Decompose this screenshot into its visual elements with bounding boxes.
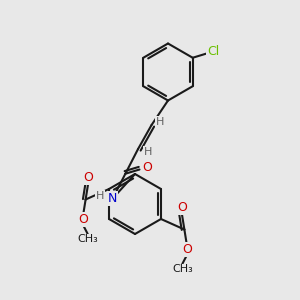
Text: O: O: [83, 171, 93, 184]
Text: H: H: [143, 146, 152, 157]
Text: O: O: [177, 201, 187, 214]
Text: Cl: Cl: [207, 45, 219, 58]
Text: O: O: [78, 213, 88, 226]
Text: O: O: [142, 160, 152, 174]
Text: N: N: [108, 192, 118, 205]
Text: H: H: [156, 117, 165, 127]
Text: CH₃: CH₃: [77, 234, 98, 244]
Text: O: O: [182, 243, 192, 256]
Text: H: H: [96, 191, 104, 201]
Text: CH₃: CH₃: [172, 264, 193, 274]
